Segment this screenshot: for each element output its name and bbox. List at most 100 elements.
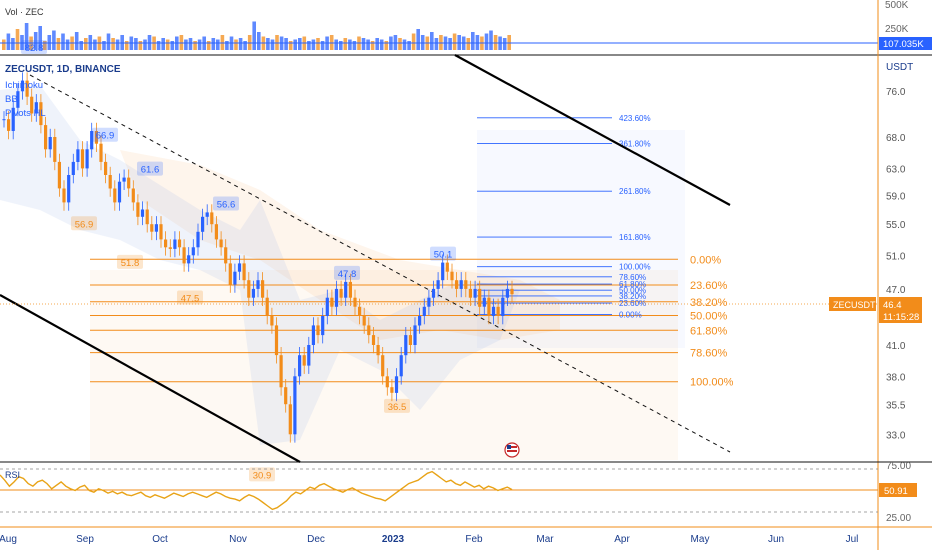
candle-body <box>265 297 269 316</box>
fib-extension-label: 361.80% <box>619 139 651 148</box>
candle-body <box>307 345 311 366</box>
trendline-upper[interactable] <box>454 54 731 206</box>
volume-bar <box>284 38 288 50</box>
candle-body <box>279 355 283 388</box>
candle-body <box>358 306 362 316</box>
volume-bar <box>197 39 202 50</box>
pivot-label: 47.5 <box>181 294 200 305</box>
candle-body <box>39 102 43 126</box>
trendline-lower[interactable] <box>0 294 301 463</box>
candle-body <box>316 325 320 336</box>
candle-body <box>394 376 399 393</box>
candle-body <box>233 271 237 285</box>
volume-bar <box>11 38 15 50</box>
rsi-panel[interactable]: RSI 75.00 25.00 50.91 <box>0 461 917 524</box>
candle-body <box>90 131 94 150</box>
candle-body <box>205 212 209 217</box>
candle-body <box>164 239 168 248</box>
volume-bar <box>134 38 138 50</box>
candle-body <box>399 355 403 377</box>
candle-body <box>214 224 218 240</box>
candle-body <box>325 297 329 316</box>
volume-bar <box>257 32 261 50</box>
volume-label: Vol · ZEC <box>5 7 44 17</box>
candle-body <box>159 224 163 240</box>
price-tick-label: 33.0 <box>886 430 906 441</box>
candle-body <box>441 262 445 281</box>
pivot-label-bg <box>249 467 275 482</box>
candle-body <box>201 216 205 232</box>
candle-body <box>321 316 325 336</box>
indicator-ichimoku[interactable]: Ichimoku <box>5 80 43 91</box>
us-flag-icon[interactable] <box>504 442 520 458</box>
volume-bar <box>106 33 111 50</box>
candle-body <box>274 325 279 356</box>
volume-bar <box>370 41 375 50</box>
candle-body <box>191 247 195 256</box>
volume-bar <box>243 41 247 50</box>
fib-extension-label: 423.60% <box>619 114 651 123</box>
time-tick-label: Aug <box>0 534 17 545</box>
pivot-label: 51.8 <box>121 258 140 269</box>
indicator-pivots[interactable]: Pivots HL <box>5 108 46 119</box>
volume-bar <box>416 29 420 50</box>
volume-bar <box>211 38 216 50</box>
pivot-label-bg <box>92 127 118 142</box>
candle-body <box>251 288 255 298</box>
candle-body <box>80 149 85 169</box>
fib-levels: 0.00%23.60%38.20%50.00%61.80%78.60%100.0… <box>90 114 734 389</box>
volume-bar <box>216 39 220 50</box>
time-tick-label: Mar <box>536 534 554 545</box>
volume-bar <box>74 32 79 50</box>
ichimoku-cloud <box>120 150 560 340</box>
volume-bar <box>339 41 343 50</box>
volume-bar <box>489 30 493 50</box>
candle-body <box>57 161 61 189</box>
bollinger-band <box>0 85 520 445</box>
volume-bar <box>361 38 366 50</box>
volume-bar <box>411 33 416 50</box>
volume-bar <box>502 38 507 50</box>
volume-bar <box>65 39 70 50</box>
time-tick-label: May <box>691 534 710 545</box>
candle-body <box>367 325 371 336</box>
volume-bar <box>307 41 311 50</box>
fib-extension-label: 50.00% <box>619 286 646 295</box>
price-axis-ticks: 76.068.063.059.055.051.047.044.041.038.0… <box>886 87 906 441</box>
fib-retracement-label: 61.80% <box>690 325 728 337</box>
candle-body <box>168 247 172 249</box>
volume-bar <box>102 41 106 50</box>
volume-bar <box>6 33 11 50</box>
time-tick-label: Feb <box>465 534 483 545</box>
pivot-label: 50.1 <box>434 250 453 261</box>
price-tick-label: 59.0 <box>886 191 906 202</box>
candle-body <box>228 263 232 285</box>
volume-bar <box>93 39 97 50</box>
volume-bar <box>184 39 188 50</box>
volume-bar <box>375 38 379 50</box>
candle-body <box>67 175 71 203</box>
candle-body <box>136 202 140 217</box>
volume-bar <box>398 38 402 50</box>
volume-panel: Vol · ZEC 500K 250K 107.035K <box>0 0 932 50</box>
volume-bar <box>111 38 115 50</box>
pivot-label-bg <box>177 290 203 305</box>
indicator-bb[interactable]: BB <box>5 94 18 105</box>
time-tick-label: Jun <box>768 534 784 545</box>
candle-body <box>242 263 246 281</box>
volume-bar <box>452 33 457 50</box>
volume-bar <box>402 39 407 50</box>
pivot-labels: 82.8 66.9 61.6 56.6 56.9 51.8 47.5 47.8 50.1 36.5… <box>21 40 456 482</box>
candle-body <box>261 280 265 298</box>
volume-bar <box>298 38 302 50</box>
volume-bar <box>320 41 325 50</box>
candle-body <box>468 288 472 298</box>
price-panel[interactable]: 0.00%23.60%38.20%50.00%61.80%78.60%100.0… <box>0 40 878 482</box>
candle-body <box>491 306 496 316</box>
candle-body <box>404 335 408 356</box>
rsi-scale-75: 75.00 <box>886 461 911 472</box>
candle-body <box>44 125 48 150</box>
volume-last-value: 107.035K <box>883 39 924 50</box>
candle-body <box>431 288 436 298</box>
